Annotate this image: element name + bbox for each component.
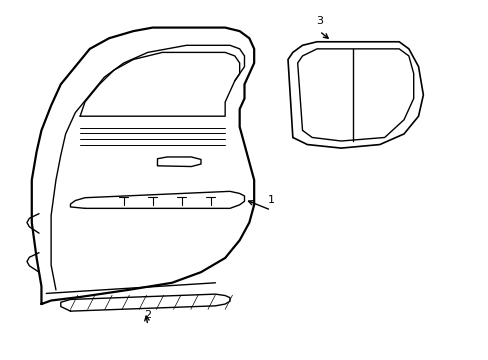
Text: 3: 3 — [315, 16, 322, 26]
Text: 2: 2 — [144, 310, 151, 320]
Text: 1: 1 — [267, 195, 274, 205]
